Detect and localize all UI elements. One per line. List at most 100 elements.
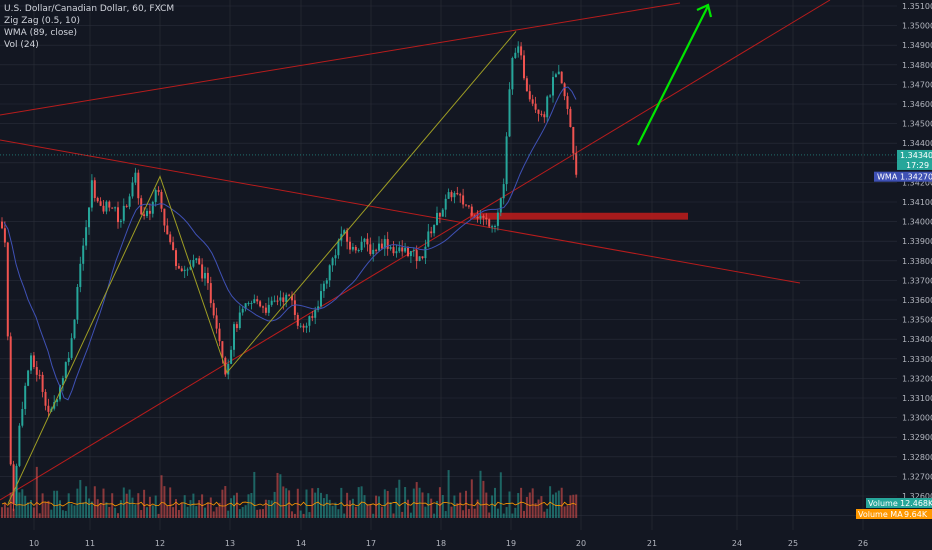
volume-ma-badge: Volume MA 9.64K <box>856 509 932 519</box>
candle-body <box>111 207 114 209</box>
time-tick-label: 10 <box>29 539 39 548</box>
volume-badge-value: 12.468K <box>900 499 932 508</box>
volume-bar <box>534 503 537 518</box>
volume-bar <box>41 493 44 518</box>
legend-wma[interactable]: WMA (89, close) <box>4 28 78 38</box>
volume-bar <box>195 506 198 518</box>
candle-body <box>96 197 99 202</box>
volume-bar <box>380 506 383 518</box>
price-tick-label: 1.33700 <box>902 276 932 285</box>
volume-bar <box>302 513 305 518</box>
candle-body <box>102 205 105 212</box>
volume-bar <box>172 507 175 518</box>
volume-bar <box>317 487 320 518</box>
trendline <box>0 0 831 501</box>
volume-bar <box>279 474 282 518</box>
candle-body <box>1 221 3 229</box>
candle-body <box>177 266 180 269</box>
volume-bar <box>563 506 566 518</box>
price-tick-label: 1.35000 <box>902 22 932 31</box>
time-tick-label: 14 <box>296 539 306 548</box>
candle-body <box>363 238 366 242</box>
volume-bar <box>430 498 433 518</box>
zigzag-line <box>7 31 517 505</box>
chart-legend: U.S. Dollar/Canadian Dollar, 60, FXCM Zi… <box>4 3 174 51</box>
candle-body <box>459 194 462 196</box>
volume-bar <box>131 497 134 518</box>
candle-body <box>514 52 517 59</box>
candle-body <box>88 207 90 228</box>
candle-body <box>273 300 276 302</box>
candle-body <box>285 294 288 302</box>
volume-bar <box>122 487 125 518</box>
candle-body <box>366 238 369 245</box>
candle-body <box>264 307 267 313</box>
volume-bar <box>273 491 276 518</box>
candle-body <box>244 303 247 309</box>
volume-bar <box>61 510 64 518</box>
candle-body <box>427 231 430 247</box>
volume-bar <box>192 493 195 518</box>
candle-body <box>494 225 496 227</box>
candle-body <box>160 191 163 209</box>
candle-body <box>279 297 282 301</box>
volume-bar <box>183 495 186 518</box>
volume-ma-line <box>1 501 577 507</box>
candle-body <box>360 241 363 251</box>
volume-bar <box>378 496 380 518</box>
volume-bar <box>375 495 378 518</box>
legend-zigzag[interactable]: Zig Zag (0.5, 10) <box>4 16 81 26</box>
volume-bar <box>334 502 337 518</box>
volume-bar <box>537 499 540 518</box>
arrow-shaft <box>637 5 709 146</box>
candle-body <box>79 263 82 287</box>
candle-body <box>18 425 21 466</box>
volume-bar <box>224 486 227 518</box>
candle-body <box>305 325 308 328</box>
legend-volume[interactable]: Vol (24) <box>4 40 39 50</box>
price-axis-background <box>897 0 932 550</box>
time-tick-label: 12 <box>155 539 165 548</box>
candle-body <box>47 405 50 412</box>
candle-body <box>56 399 59 402</box>
volume-bar <box>499 472 502 518</box>
price-tick-label: 1.34900 <box>902 41 932 50</box>
volume-bar <box>441 494 444 518</box>
candle-body <box>508 89 511 137</box>
candle-body <box>267 304 270 313</box>
candle-body <box>540 113 543 115</box>
legend-symbol[interactable]: U.S. Dollar/Canadian Dollar, 60, FXCM <box>4 4 175 14</box>
volume-bar <box>372 513 375 518</box>
candle-body <box>140 198 143 215</box>
volume-bar <box>308 512 311 518</box>
candle-body <box>38 374 41 376</box>
candle-body <box>288 294 291 296</box>
candle-body <box>418 256 421 262</box>
candle-body <box>566 96 569 109</box>
candle-body <box>476 216 479 219</box>
candle-body <box>395 251 398 254</box>
price-tick-label: 1.33300 <box>902 355 932 364</box>
volume-bar <box>21 489 24 518</box>
candlesticks <box>1 41 578 512</box>
volume-bar <box>531 488 534 518</box>
time-tick-label: 20 <box>576 539 586 548</box>
price-tick-label: 1.34400 <box>902 139 932 148</box>
candle-body <box>517 46 520 53</box>
volume-bar <box>291 511 293 518</box>
candle-body <box>105 201 108 212</box>
volume-bar <box>409 512 412 518</box>
price-tick-label: 1.33500 <box>902 316 932 325</box>
time-tick-label: 26 <box>858 539 868 548</box>
volume-bar <box>305 489 308 518</box>
candle-body <box>462 195 465 205</box>
candle-body <box>491 226 494 228</box>
volume-bar <box>186 506 189 518</box>
time-axis[interactable]: 10 11 12 13 14 17 18 19 20 21 24 25 26 <box>29 539 868 548</box>
volume-bar <box>96 499 99 518</box>
candle-body <box>108 201 111 208</box>
volume-bar <box>102 488 105 518</box>
candle-body <box>125 205 128 207</box>
